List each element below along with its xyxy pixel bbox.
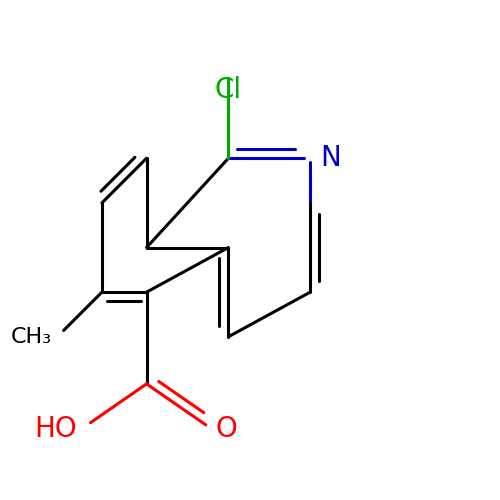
Text: CH₃: CH₃ [11,327,52,347]
Text: N: N [320,144,341,172]
Text: O: O [216,414,238,442]
Text: HO: HO [34,414,77,442]
Text: Cl: Cl [215,76,242,104]
